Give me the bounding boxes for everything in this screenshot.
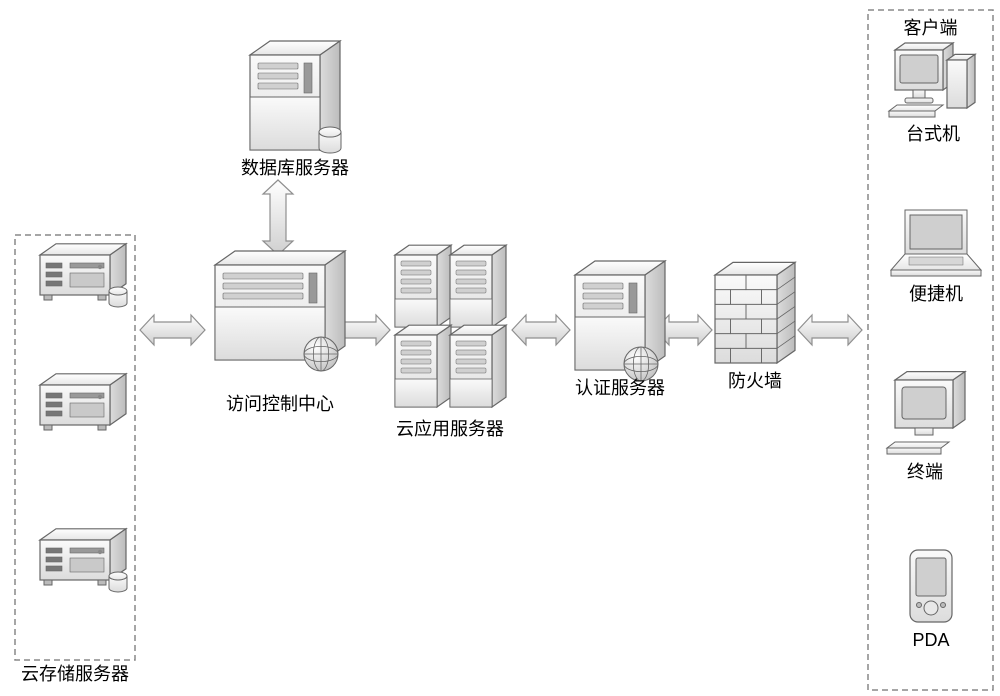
firewall-icon: 防火墙 [715, 262, 795, 391]
node-label: 便捷机 [909, 284, 963, 304]
node-label: 认证服务器 [575, 378, 665, 398]
laptop-icon: 便捷机 [891, 210, 981, 304]
bidirectional-arrow [512, 315, 570, 345]
node-label: 台式机 [906, 124, 960, 144]
tower-server-icon: 访问控制中心 [215, 251, 345, 414]
tower-server-icon: 认证服务器 [575, 261, 665, 398]
node-label: 终端 [907, 462, 943, 482]
bidirectional-arrow [263, 180, 293, 255]
node-label: 防火墙 [728, 371, 782, 391]
clients-group-title: 客户端 [904, 18, 958, 38]
rack-server-icon [40, 529, 127, 592]
rack-server-icon [40, 374, 126, 430]
bidirectional-arrow [798, 315, 862, 345]
pda-icon: PDA [910, 550, 952, 650]
node-label: 访问控制中心 [226, 394, 334, 414]
node-label: PDA [912, 630, 949, 650]
rack-server-icon [40, 244, 127, 307]
server-cluster-icon: 云应用服务器 [395, 245, 506, 439]
storage-group-label: 云存储服务器 [21, 664, 129, 684]
node-label: 云应用服务器 [396, 419, 504, 439]
bidirectional-arrow [140, 315, 205, 345]
node-label: 数据库服务器 [241, 158, 349, 178]
terminal-icon: 终端 [887, 372, 965, 482]
desktop-icon: 台式机 [889, 43, 975, 144]
tower-server-icon: 数据库服务器 [241, 41, 349, 178]
diagram-canvas: 客户端云存储服务器 数据库服务器访问控制中心云应用服务器 认证服务器 防火墙 台式机便捷… [0, 0, 1000, 696]
